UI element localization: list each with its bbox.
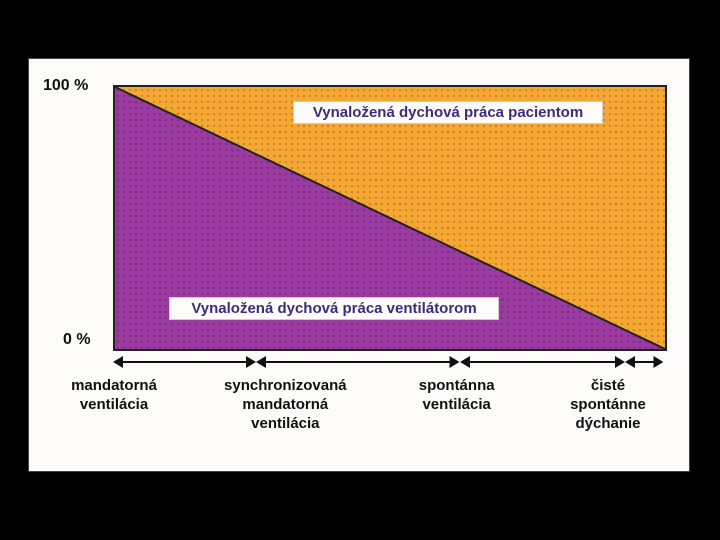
label-ventilator-work: Vynaložená dychová práca ventilátorom bbox=[169, 297, 499, 320]
category-mandatory: mandatornáventilácia bbox=[49, 377, 179, 433]
arrow-segment-1 bbox=[256, 351, 460, 373]
label-patient-work: Vynaložená dychová práca pacientom bbox=[293, 101, 603, 124]
y-axis-100: 100 % bbox=[43, 77, 88, 95]
category-pure-spont: čistéspontánnedýchanie bbox=[543, 377, 673, 433]
categories-row: mandatornáventilácia synchronizovanámand… bbox=[49, 377, 673, 433]
arrow-segment-2 bbox=[460, 351, 625, 373]
y-axis-0: 0 % bbox=[63, 331, 91, 349]
slide-card: 100 % 0 % Vynaložená dychová práca pacie… bbox=[28, 58, 690, 472]
arrow-segment-3 bbox=[625, 351, 664, 373]
category-spontaneous: spontánnaventilácia bbox=[392, 377, 522, 433]
chart-area: Vynaložená dychová práca pacientom Vynal… bbox=[113, 85, 667, 351]
category-arrows-row bbox=[113, 351, 663, 373]
arrow-segment-0 bbox=[113, 351, 256, 373]
category-simv: synchronizovanámandatornáventilácia bbox=[200, 377, 370, 433]
